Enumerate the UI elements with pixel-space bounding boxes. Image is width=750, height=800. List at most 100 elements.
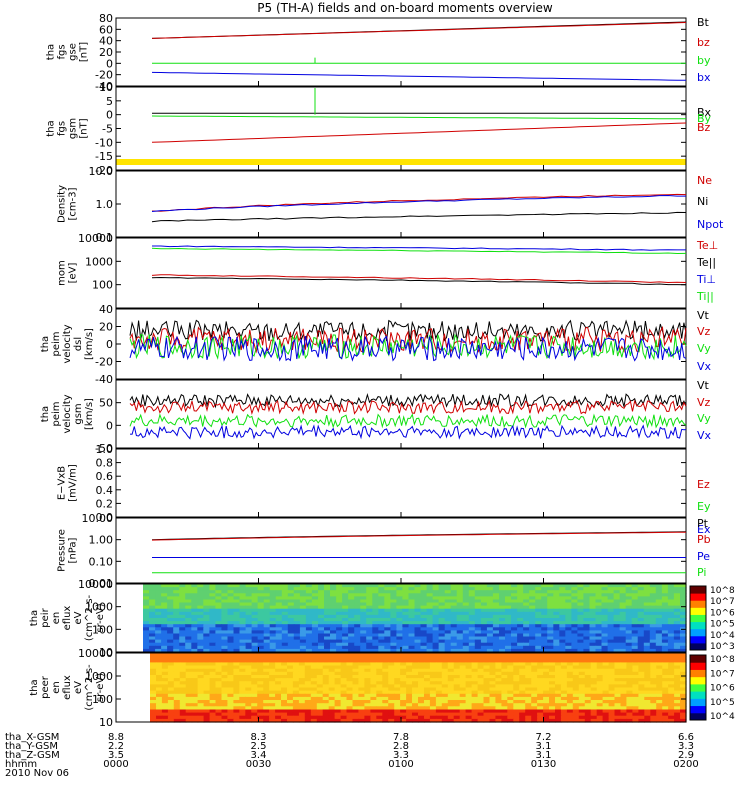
heatmap-cell bbox=[483, 671, 491, 676]
heatmap-cell bbox=[649, 648, 657, 653]
heatmap-cell bbox=[471, 659, 479, 663]
heatmap-cell bbox=[203, 584, 210, 588]
heatmap-cell bbox=[572, 687, 580, 692]
heatmap-cell bbox=[517, 602, 524, 607]
heatmap-cell bbox=[444, 614, 452, 619]
heatmap-cell bbox=[566, 681, 574, 685]
heatmap-cell bbox=[418, 662, 425, 667]
heatmap-cell bbox=[197, 611, 204, 616]
heatmap-cell bbox=[412, 668, 419, 673]
heatmap-cell bbox=[584, 656, 592, 660]
heatmap-cell bbox=[388, 668, 395, 673]
heatmap-cell bbox=[607, 645, 615, 650]
heatmap-cell bbox=[577, 605, 584, 610]
heatmap-cell bbox=[656, 693, 663, 698]
heatmap-cell bbox=[318, 636, 325, 641]
heatmap-cell bbox=[596, 662, 604, 667]
heatmap-cell bbox=[483, 706, 491, 710]
heatmap-cell bbox=[239, 656, 246, 660]
heatmap-cell bbox=[191, 703, 199, 707]
heatmap-cell bbox=[680, 648, 687, 653]
heatmap-cell bbox=[293, 618, 301, 622]
heatmap-cell bbox=[406, 709, 413, 714]
heatmap-cell bbox=[465, 693, 473, 698]
heatmap-cell bbox=[161, 715, 169, 720]
heatmap-cell bbox=[263, 687, 270, 692]
heatmap-cell bbox=[614, 671, 622, 676]
heatmap-cell bbox=[342, 642, 349, 647]
x-axis-value: 3.1 bbox=[536, 750, 552, 761]
heatmap-cell bbox=[257, 624, 265, 628]
heatmap-cell bbox=[537, 681, 544, 685]
heatmap-cell bbox=[269, 642, 277, 647]
heatmap-cell bbox=[316, 693, 324, 698]
heatmap-cell bbox=[555, 706, 562, 710]
heatmap-cell bbox=[625, 584, 633, 588]
heatmap-cell bbox=[649, 608, 657, 613]
heatmap-cell bbox=[390, 630, 397, 635]
heatmap-cell bbox=[471, 706, 479, 710]
heatmap-cell bbox=[468, 618, 476, 622]
heatmap-cell bbox=[511, 608, 518, 613]
heatmap-cell bbox=[453, 696, 461, 701]
heatmap-cell bbox=[680, 621, 687, 625]
heatmap-cell bbox=[191, 602, 198, 607]
heatmap-cell bbox=[492, 627, 500, 631]
heatmap-cell bbox=[352, 662, 360, 667]
heatmap-cell bbox=[378, 599, 385, 604]
heatmap-cell bbox=[156, 684, 163, 689]
heatmap-cell bbox=[453, 665, 461, 670]
heatmap-cell bbox=[414, 599, 422, 604]
heatmap-cell bbox=[156, 715, 163, 720]
heatmap-cell bbox=[203, 633, 210, 638]
heatmap-cell bbox=[408, 605, 416, 610]
heatmap-cell bbox=[402, 618, 409, 622]
heatmap-cell bbox=[507, 656, 514, 660]
heatmap-cell bbox=[251, 684, 258, 689]
heatmap-cell bbox=[394, 706, 401, 710]
heatmap-cell bbox=[340, 671, 348, 676]
heatmap-cell bbox=[167, 608, 174, 613]
heatmap-cell bbox=[619, 596, 627, 601]
heatmap-cell bbox=[456, 648, 464, 653]
heatmap-cell bbox=[251, 627, 259, 631]
heatmap-cell bbox=[161, 656, 169, 660]
heatmap-cell bbox=[578, 662, 586, 667]
heatmap-cell bbox=[239, 662, 246, 667]
heatmap-cell bbox=[465, 715, 473, 720]
heatmap-cell bbox=[643, 596, 651, 601]
heatmap-cell bbox=[529, 639, 536, 644]
heatmap-cell bbox=[566, 696, 574, 701]
heatmap-cell bbox=[465, 700, 473, 704]
heatmap-cell bbox=[420, 590, 428, 594]
heatmap-cell bbox=[602, 696, 610, 701]
heatmap-cell bbox=[643, 608, 651, 613]
x-axis-row-label: tha_Y-GSM bbox=[5, 741, 58, 752]
heatmap-cell bbox=[384, 614, 391, 619]
heatmap-cell bbox=[637, 645, 645, 650]
heatmap-cell bbox=[499, 596, 506, 601]
heatmap-cell bbox=[620, 675, 628, 679]
heatmap-cell bbox=[625, 636, 633, 641]
heatmap-cell bbox=[263, 678, 270, 682]
heatmap-cell bbox=[215, 630, 222, 635]
heatmap-cell bbox=[614, 696, 622, 701]
heatmap-cell bbox=[412, 718, 419, 723]
heatmap-cell bbox=[143, 618, 150, 622]
legend-entry: Pe bbox=[697, 550, 710, 563]
heatmap-cell bbox=[173, 668, 181, 673]
heatmap-cell bbox=[167, 602, 174, 607]
heatmap-cell bbox=[197, 593, 204, 597]
heatmap-cell bbox=[167, 665, 175, 670]
heatmap-cell bbox=[263, 611, 271, 616]
heatmap-cell bbox=[531, 668, 538, 673]
legend-entry: Ez bbox=[697, 478, 710, 491]
heatmap-cell bbox=[263, 653, 270, 657]
heatmap-cell bbox=[167, 703, 175, 707]
heatmap-cell bbox=[227, 630, 235, 635]
heatmap-cell bbox=[412, 656, 419, 660]
heatmap-cell bbox=[305, 602, 313, 607]
heatmap-cell bbox=[589, 593, 597, 597]
heatmap-cell bbox=[513, 681, 520, 685]
